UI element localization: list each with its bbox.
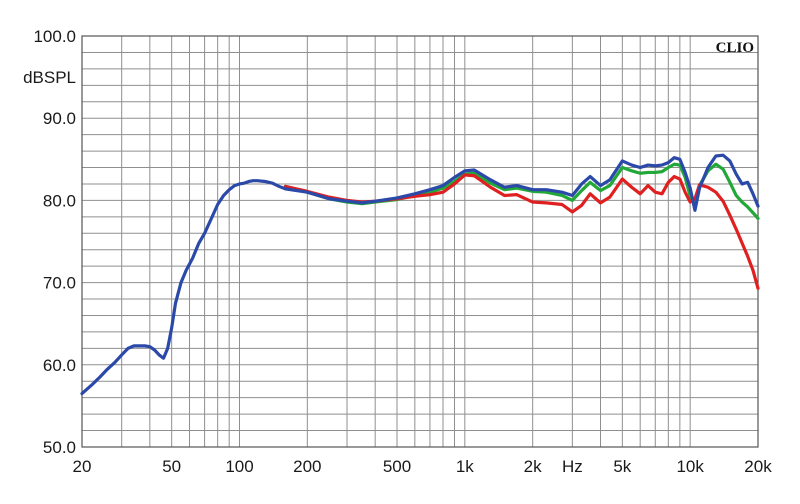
y-tick-label: 100.0 — [33, 27, 76, 46]
plot-grid — [81, 35, 759, 448]
x-tick-label: 100 — [225, 457, 253, 476]
x-tick-label: 10k — [676, 457, 704, 476]
series-line-3 — [80, 153, 760, 396]
y-tick-label: 90.0 — [43, 109, 76, 128]
y-tick-label: 70.0 — [43, 274, 76, 293]
y-tick-label: 50.0 — [43, 438, 76, 457]
x-tick-label: 500 — [383, 457, 411, 476]
x-axis-label: Hz — [562, 457, 583, 476]
x-tick-label: 50 — [162, 457, 181, 476]
x-tick-label: 200 — [293, 457, 321, 476]
x-tick-labels: 20 50 100 200 500 1k 2k 5k 10k 20k — [73, 457, 773, 476]
data-series — [80, 153, 760, 396]
x-tick-label: 20k — [744, 457, 772, 476]
x-tick-label: 1k — [456, 457, 474, 476]
y-tick-label: 60.0 — [43, 356, 76, 375]
series-line-2 — [283, 173, 760, 290]
series-line-1 — [283, 162, 760, 221]
clio-logo-text: CLIO — [716, 40, 754, 56]
plot-frame — [81, 35, 759, 448]
x-tick-label: 20 — [73, 457, 92, 476]
y-tick-labels: 100.0 90.0 80.0 70.0 60.0 50.0 — [33, 27, 76, 457]
y-tick-label: 80.0 — [43, 191, 76, 210]
x-tick-label: 2k — [524, 457, 542, 476]
y-axis-label: dBSPL — [23, 68, 76, 87]
x-tick-label: 5k — [613, 457, 631, 476]
